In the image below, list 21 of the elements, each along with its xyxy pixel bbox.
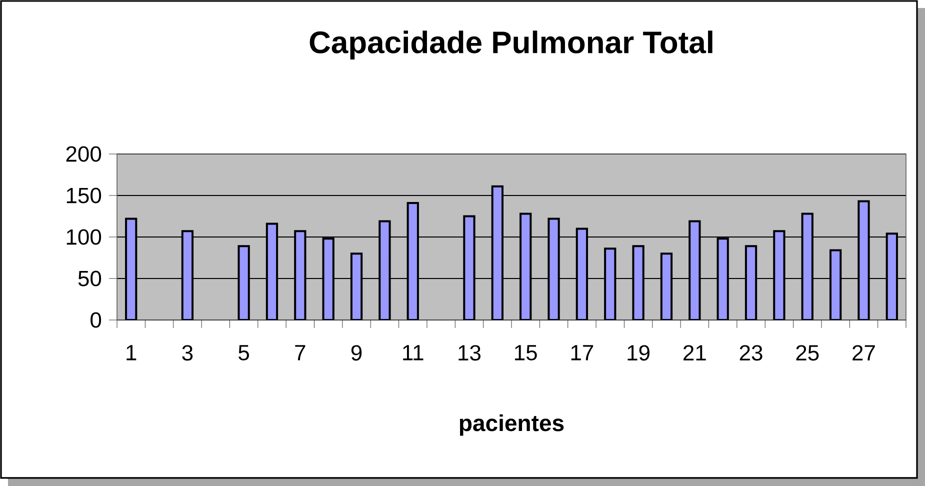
x-tick-label: 1 <box>126 345 136 360</box>
x-axis-title: pacientes <box>460 414 564 436</box>
x-tick-label: 23 <box>740 345 762 361</box>
y-tick-label: 200 <box>66 146 102 162</box>
y-tick-label: 50 <box>78 270 102 286</box>
x-tick-label: 5 <box>238 345 249 360</box>
x-tick-label: 19 <box>628 345 650 361</box>
x-tick-label: 3 <box>182 345 193 361</box>
x-tick-label: 9 <box>351 345 362 361</box>
x-tick-label: 27 <box>852 345 875 360</box>
x-tick-label: 25 <box>796 345 819 361</box>
x-tick-label: 13 <box>458 345 480 361</box>
y-tick-label: 100 <box>66 229 102 245</box>
chart-title: Capacidade Pulmonar Total <box>310 30 712 60</box>
x-tick-label: 21 <box>684 345 706 360</box>
x-tick-label: 17 <box>571 345 594 360</box>
y-tick-label: 0 <box>90 312 102 328</box>
x-tick-label: 15 <box>515 345 537 360</box>
y-tick-label: 150 <box>66 188 102 204</box>
x-tick-label: 7 <box>295 345 306 360</box>
x-tick-label: 11 <box>403 345 424 360</box>
